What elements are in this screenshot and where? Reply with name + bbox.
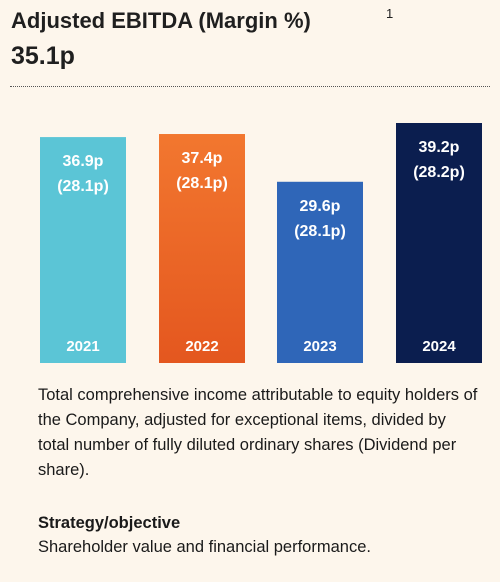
secondary-label-2022: (28.1p): [176, 175, 228, 192]
category-label-2024: 2024: [422, 338, 456, 355]
chart-title: Adjusted EBITDA (Margin %): [11, 8, 311, 33]
footnote-marker: 1: [386, 6, 394, 21]
bar-2023: [277, 181, 363, 363]
value-label-2022: 37.4p: [182, 150, 223, 167]
strategy-text: Shareholder value and financial performa…: [38, 538, 371, 556]
dotted-divider: [10, 86, 490, 87]
strategy-heading: Strategy/objective: [38, 514, 181, 532]
secondary-label-2023: (28.1p): [294, 223, 346, 240]
secondary-label-2024: (28.2p): [413, 164, 465, 181]
value-label-2023: 29.6p: [300, 198, 341, 215]
value-label-2021: 36.9p: [63, 153, 104, 170]
metric-description: Total comprehensive income attributable …: [38, 386, 478, 479]
category-label-2023: 2023: [303, 338, 336, 355]
category-label-2022: 2022: [185, 338, 218, 355]
value-label-2024: 39.2p: [419, 139, 460, 156]
bar-chart: 36.9p (28.1p) 2021 37.4p (28.1p) 2022 29.6p (28…: [40, 123, 482, 363]
bar-2021: [40, 137, 126, 363]
secondary-label-2021: (28.1p): [57, 178, 109, 195]
headline-value: 35.1p: [11, 42, 75, 70]
bar-2024: [396, 123, 482, 363]
category-label-2021: 2021: [66, 338, 99, 355]
bar-2022: [159, 134, 245, 363]
